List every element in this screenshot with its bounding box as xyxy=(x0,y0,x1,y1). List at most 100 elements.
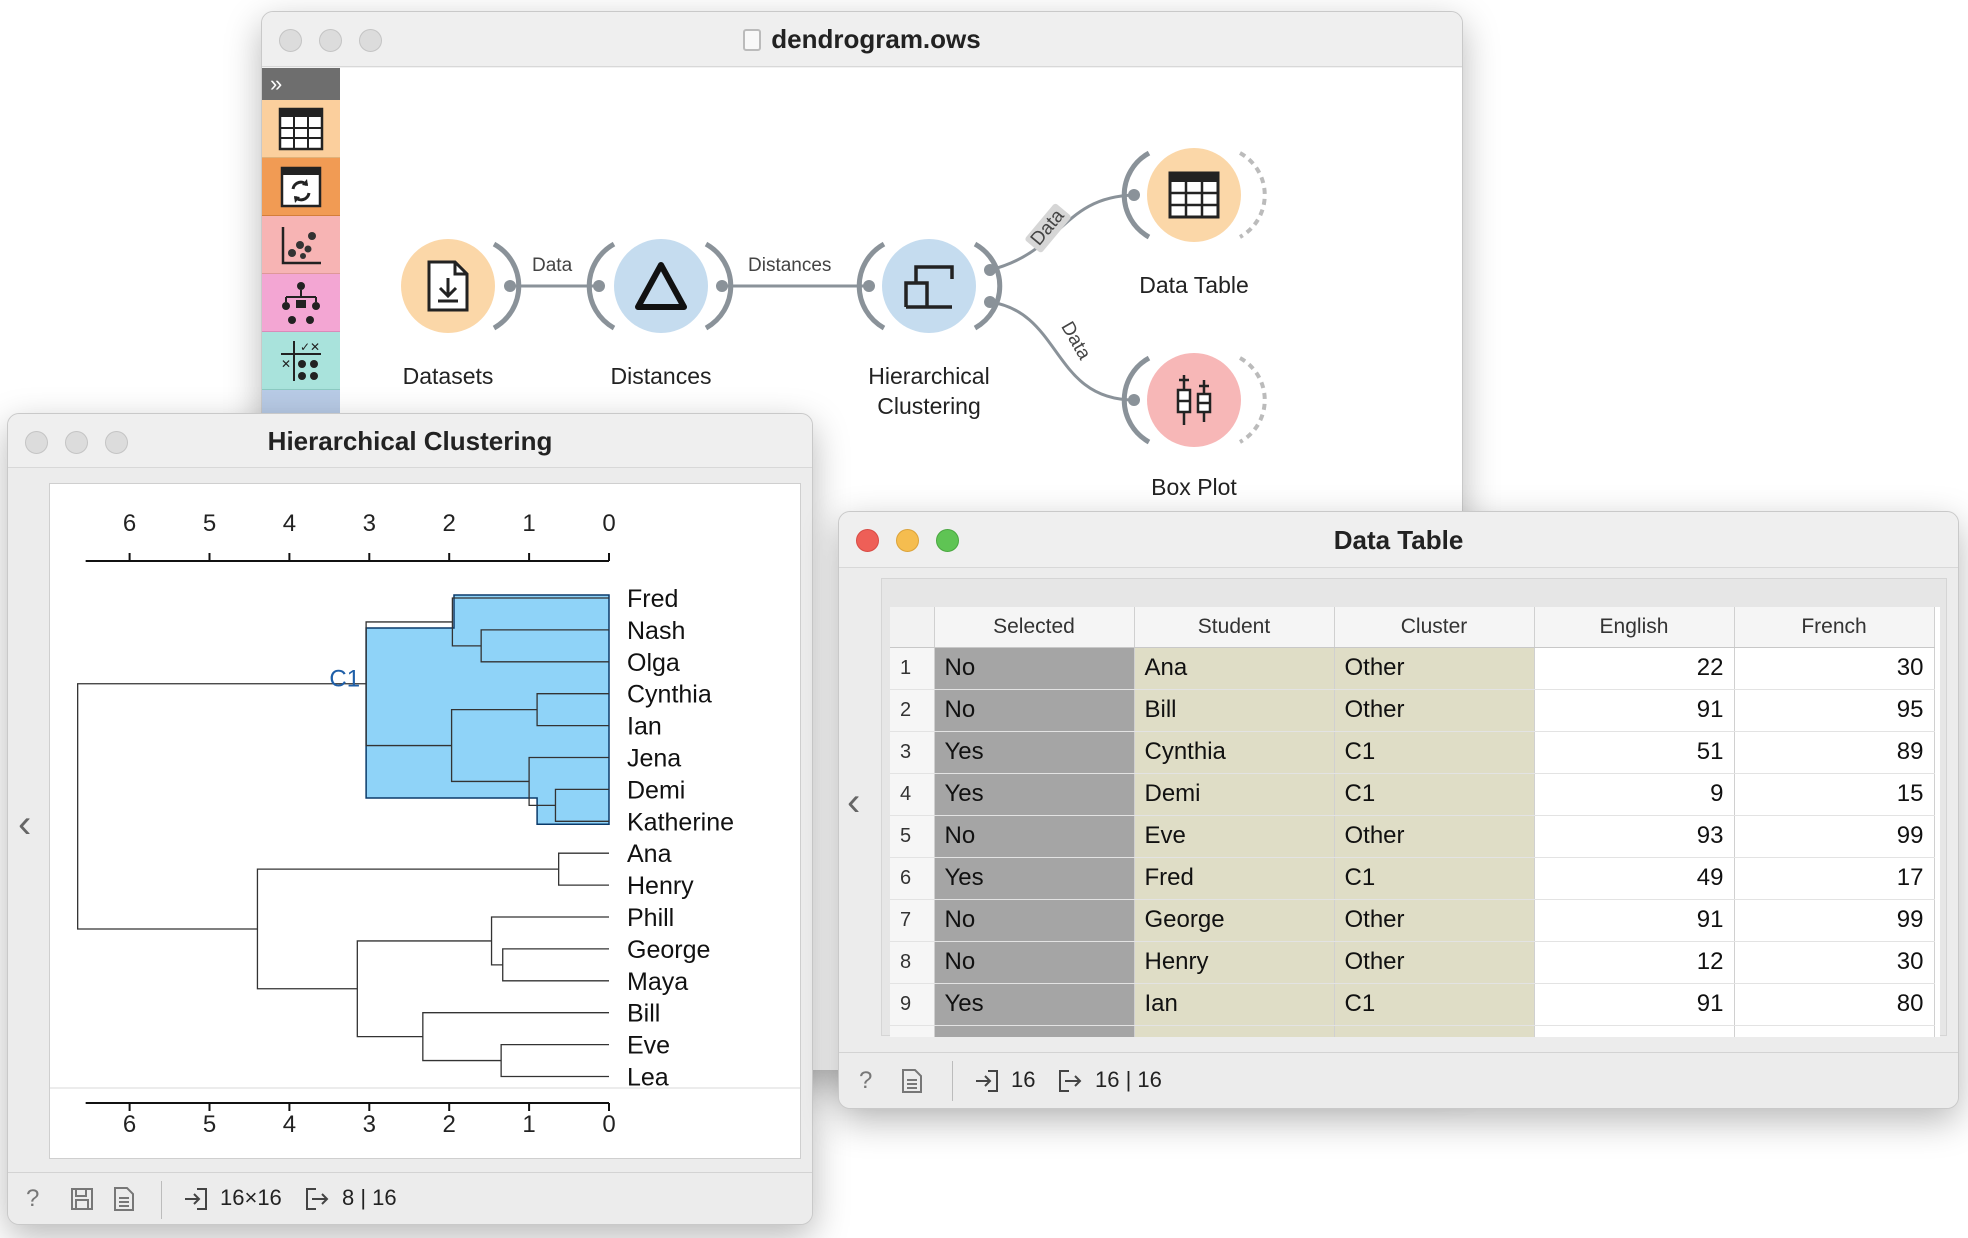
minimize-button-inactive[interactable] xyxy=(319,29,342,52)
english-cell[interactable]: 93 xyxy=(1534,815,1735,858)
cluster-cell[interactable]: Other xyxy=(1334,941,1535,984)
selected-cell[interactable]: No xyxy=(934,941,1135,984)
minimize-button[interactable] xyxy=(896,529,919,552)
english-cell[interactable] xyxy=(1534,1025,1735,1037)
cluster-cell[interactable]: C1 xyxy=(1334,773,1535,816)
hc-control-area-toggle[interactable]: ‹ xyxy=(18,802,32,846)
cluster-cell[interactable]: Other xyxy=(1334,815,1535,858)
node-hierarchical-clustering[interactable] xyxy=(882,239,976,333)
english-cell[interactable]: 12 xyxy=(1534,941,1735,984)
corner-header[interactable] xyxy=(890,607,935,648)
column-header[interactable]: English xyxy=(1534,607,1735,648)
french-cell[interactable]: 99 xyxy=(1734,815,1935,858)
french-cell[interactable]: 30 xyxy=(1734,647,1935,690)
node-distances[interactable] xyxy=(614,239,708,333)
close-button-inactive[interactable] xyxy=(25,431,48,454)
row-number[interactable]: 4 xyxy=(890,773,935,816)
french-cell[interactable]: 30 xyxy=(1734,941,1935,984)
close-button[interactable] xyxy=(856,529,879,552)
selected-cell[interactable]: Yes xyxy=(934,773,1135,816)
table-row[interactable]: 4 Yes Demi C1 9 15 xyxy=(890,773,1935,816)
row-number[interactable]: 1 xyxy=(890,647,935,690)
toolbox-category-evaluate[interactable]: ✓✕ ✕ xyxy=(262,332,340,390)
column-header[interactable]: Student xyxy=(1134,607,1335,648)
table-row[interactable]: 9 Yes Ian C1 91 80 xyxy=(890,983,1935,1026)
french-cell[interactable]: 17 xyxy=(1734,857,1935,900)
row-number[interactable] xyxy=(890,1025,935,1037)
student-cell[interactable]: Demi xyxy=(1134,773,1335,816)
english-cell[interactable]: 49 xyxy=(1534,857,1735,900)
table-row[interactable]: 1 No Ana Other 22 30 xyxy=(890,647,1935,690)
zoom-button[interactable] xyxy=(936,529,959,552)
close-button-inactive[interactable] xyxy=(279,29,302,52)
selected-cell[interactable]: No xyxy=(934,647,1135,690)
french-cell[interactable]: 89 xyxy=(1734,731,1935,774)
table-row-partial[interactable] xyxy=(890,1025,1935,1037)
report-icon[interactable] xyxy=(901,1068,923,1094)
table-row[interactable]: 3 Yes Cynthia C1 51 89 xyxy=(890,731,1935,774)
selected-cell[interactable] xyxy=(934,1025,1135,1037)
english-cell[interactable]: 91 xyxy=(1534,899,1735,942)
selected-cell[interactable]: Yes xyxy=(934,983,1135,1026)
toolbox-expand-icon[interactable]: » xyxy=(262,68,340,100)
column-header[interactable]: Selected xyxy=(934,607,1135,648)
table-row[interactable]: 5 No Eve Other 93 99 xyxy=(890,815,1935,858)
row-number[interactable]: 7 xyxy=(890,899,935,942)
help-icon[interactable]: ? xyxy=(859,1067,873,1094)
cluster-cell[interactable] xyxy=(1334,1025,1535,1037)
node-box-plot[interactable] xyxy=(1147,353,1241,447)
row-number[interactable]: 6 xyxy=(890,857,935,900)
save-image-icon[interactable] xyxy=(70,1187,94,1211)
zoom-button-inactive[interactable] xyxy=(105,431,128,454)
french-cell[interactable]: 95 xyxy=(1734,689,1935,732)
table-row[interactable]: 2 No Bill Other 91 95 xyxy=(890,689,1935,732)
french-cell[interactable] xyxy=(1734,1025,1935,1037)
node-datasets[interactable] xyxy=(401,239,495,333)
french-cell[interactable]: 80 xyxy=(1734,983,1935,1026)
cluster-cell[interactable]: C1 xyxy=(1334,983,1535,1026)
selected-cell[interactable]: No xyxy=(934,689,1135,732)
student-cell[interactable]: Cynthia xyxy=(1134,731,1335,774)
french-cell[interactable]: 99 xyxy=(1734,899,1935,942)
zoom-button-inactive[interactable] xyxy=(359,29,382,52)
selected-cell[interactable]: No xyxy=(934,899,1135,942)
toolbox-category-data[interactable] xyxy=(262,100,340,158)
minimize-button-inactive[interactable] xyxy=(65,431,88,454)
table-row[interactable]: 6 Yes Fred C1 49 17 xyxy=(890,857,1935,900)
selected-cell[interactable]: Yes xyxy=(934,731,1135,774)
row-number[interactable]: 3 xyxy=(890,731,935,774)
row-number[interactable]: 9 xyxy=(890,983,935,1026)
table-row[interactable]: 7 No George Other 91 99 xyxy=(890,899,1935,942)
toolbox-category-transform[interactable] xyxy=(262,158,340,216)
row-number[interactable]: 5 xyxy=(890,815,935,858)
cluster-cell[interactable]: C1 xyxy=(1334,731,1535,774)
cluster-cell[interactable]: Other xyxy=(1334,647,1535,690)
link-hierarchical-datatable[interactable] xyxy=(989,193,1135,272)
column-header[interactable]: Cluster xyxy=(1334,607,1535,648)
student-cell[interactable] xyxy=(1134,1025,1335,1037)
column-header[interactable]: French xyxy=(1734,607,1935,648)
cluster-cell[interactable]: C1 xyxy=(1334,857,1535,900)
english-cell[interactable]: 9 xyxy=(1534,773,1735,816)
student-cell[interactable]: Ian xyxy=(1134,983,1335,1026)
selected-cell[interactable]: No xyxy=(934,815,1135,858)
hc-plot-area[interactable]: 6 5 4 3 2 1 0 6 5 4 3 2 1 0 C1 Fred Nash Olga Cynthia Ian Je… xyxy=(49,483,801,1159)
student-cell[interactable]: Fred xyxy=(1134,857,1335,900)
node-data-table[interactable] xyxy=(1147,148,1241,242)
toolbox-category-model[interactable] xyxy=(262,274,340,332)
student-cell[interactable]: Bill xyxy=(1134,689,1335,732)
row-number[interactable]: 8 xyxy=(890,941,935,984)
english-cell[interactable]: 22 xyxy=(1534,647,1735,690)
english-cell[interactable]: 51 xyxy=(1534,731,1735,774)
student-cell[interactable]: Eve xyxy=(1134,815,1335,858)
row-number[interactable]: 2 xyxy=(890,689,935,732)
report-icon[interactable] xyxy=(113,1186,135,1212)
dt-table-viewport[interactable]: Selected Student Cluster English French … xyxy=(890,607,1940,1037)
student-cell[interactable]: Ana xyxy=(1134,647,1335,690)
english-cell[interactable]: 91 xyxy=(1534,983,1735,1026)
student-cell[interactable]: Henry xyxy=(1134,941,1335,984)
link-hierarchical-boxplot[interactable] xyxy=(989,300,1135,402)
cluster-cell[interactable]: Other xyxy=(1334,899,1535,942)
cluster-cell[interactable]: Other xyxy=(1334,689,1535,732)
english-cell[interactable]: 91 xyxy=(1534,689,1735,732)
